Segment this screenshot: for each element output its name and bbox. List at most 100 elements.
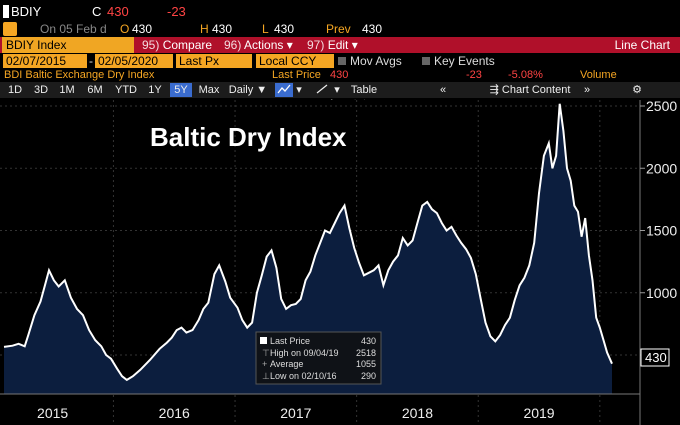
stats-low-marker: ⊥	[262, 371, 270, 381]
series-line	[3, 103, 613, 382]
stats-low-label: Low on 02/10/16	[270, 371, 337, 381]
actions-num: 96)	[224, 38, 242, 52]
period-select[interactable]: Daily ▼	[228, 84, 268, 96]
x-axis-ticks: 2015 2016 2017 2018 2019	[37, 405, 555, 421]
stats-high-label: High on 09/04/19	[270, 348, 339, 358]
edit-button[interactable]: 97) Edit ▾	[307, 37, 358, 53]
stats-high-marker: ⊤	[262, 348, 270, 358]
legend-change: -23	[466, 69, 482, 81]
security-name: BDI Baltic Exchange Dry Index	[4, 69, 155, 81]
edit-label: Edit	[327, 38, 349, 52]
x-tick-label: 2017	[280, 405, 311, 421]
mov-avgs-checkbox[interactable]	[338, 57, 346, 65]
expand-icon[interactable]: »	[583, 84, 591, 96]
start-date-input[interactable]: 02/07/2015	[3, 54, 87, 68]
range-1d-button[interactable]: 1D	[7, 84, 23, 96]
last-price-value: 430	[330, 69, 349, 81]
stats-last-value: 430	[361, 336, 376, 346]
range-dash: -	[89, 54, 93, 68]
range-5y-button[interactable]: 5Y	[170, 83, 192, 97]
quote-row: On 05 Feb d O 430 H 430 L 430 Prev 430	[0, 22, 680, 36]
last-value-box	[640, 348, 670, 367]
line-chart-icon[interactable]	[275, 83, 293, 97]
stats-high-value: 2518	[356, 348, 376, 358]
compare-label: Compare	[162, 38, 213, 52]
close-label: C	[92, 4, 102, 19]
change-value: -23	[167, 4, 186, 19]
volume-label: Volume	[580, 69, 617, 81]
chart-title: Baltic Dry Index	[150, 122, 347, 152]
mov-avgs-label: Mov Avgs	[350, 54, 402, 68]
stats-box: Last Price 430 ⊤ High on 09/04/19 2518 +…	[255, 331, 382, 385]
key-events-checkbox[interactable]	[422, 57, 430, 65]
security-field[interactable]: BDIY Index	[2, 37, 134, 53]
last-price-label: Last Price	[272, 69, 321, 81]
legend-pct: -5.08%	[508, 69, 543, 81]
low-value: 430	[274, 22, 295, 36]
field-select[interactable]: Last Px	[176, 54, 252, 68]
y-tick-label: 2500	[646, 100, 677, 114]
close-value: 430	[107, 4, 129, 19]
open-value: 430	[132, 22, 153, 36]
stats-low-value: 290	[361, 371, 376, 381]
range-6m-button[interactable]: 6M	[87, 84, 103, 96]
toolbar: 1D 3D 1M 6M YTD 1Y 5Y Max Daily ▼ ▾ ▾ Ta…	[0, 82, 680, 98]
range-row: 02/07/2015 - 02/05/2020 Last Px Local CC…	[0, 54, 680, 69]
ticker-bar: BDIY C 430 -23	[0, 0, 680, 22]
market-icon	[3, 22, 17, 36]
y-tick-label: 1000	[646, 285, 677, 301]
x-tick-label: 2016	[159, 405, 190, 421]
stats-box-bg	[255, 331, 382, 385]
table-button[interactable]: Table	[350, 84, 378, 96]
series-area-fill	[4, 103, 612, 395]
draw-tool-icon[interactable]	[314, 83, 330, 97]
compare-button[interactable]: 95) Compare	[142, 37, 212, 53]
y-tick-label: 2000	[646, 160, 677, 176]
stats-avg-marker: +	[262, 359, 267, 369]
open-label: O	[120, 22, 130, 36]
range-ytd-button[interactable]: YTD	[115, 84, 137, 96]
low-label: L	[262, 22, 269, 36]
y-tick-label: 1500	[646, 223, 677, 239]
draw-glyph	[316, 84, 328, 94]
chevron-down-icon: ▾	[351, 38, 358, 52]
last-value-label: 430	[645, 350, 667, 365]
ticker-symbol[interactable]: BDIY	[11, 4, 42, 19]
range-1y-button[interactable]: 1Y	[148, 84, 162, 96]
chevron-down-icon: ▾	[286, 38, 293, 52]
chart: 5001000150020002500 20152016201720182019…	[0, 100, 680, 425]
compare-num: 95)	[142, 38, 160, 52]
actions-button[interactable]: 96) Actions ▾	[224, 37, 293, 53]
range-3d-button[interactable]: 3D	[33, 84, 49, 96]
cursor-indicator	[3, 5, 9, 18]
key-events-label: Key Events	[434, 54, 495, 68]
x-tick-label: 2019	[523, 405, 554, 421]
edit-num: 97)	[307, 38, 325, 52]
chart-content-label: Chart Content	[501, 84, 571, 96]
menu-bar: BDIY Index 95) Compare 96) Actions ▾ 97)…	[0, 37, 680, 53]
stats-avg-value: 1055	[356, 359, 376, 369]
range-1m-button[interactable]: 1M	[59, 84, 75, 96]
end-date-input[interactable]: 02/05/2020	[95, 54, 173, 68]
date-text: On 05 Feb d	[40, 22, 107, 36]
collapse-icon[interactable]: «	[439, 84, 447, 96]
period-label: Daily	[228, 84, 254, 96]
stats-swatch	[260, 337, 267, 344]
gear-icon[interactable]: ⚙	[632, 84, 642, 96]
chevron-down-icon[interactable]: ▾	[334, 84, 340, 96]
chevron-down-icon[interactable]: ▾	[296, 84, 302, 96]
chart-type-label[interactable]: Line Chart	[614, 38, 670, 52]
x-tick-label: 2018	[402, 405, 433, 421]
x-tick-label: 2015	[37, 405, 68, 421]
line-chart-glyph	[277, 84, 291, 94]
actions-label: Actions	[244, 38, 284, 52]
high-label: H	[200, 22, 209, 36]
currency-select[interactable]: Local CCY	[256, 54, 334, 68]
legend-row: BDI Baltic Exchange Dry Index Last Price…	[0, 69, 680, 82]
range-max-button[interactable]: Max	[198, 84, 220, 96]
stats-avg-label: Average	[270, 359, 303, 369]
stats-last-label: Last Price	[270, 336, 310, 346]
prev-value: 430	[362, 22, 383, 36]
chart-content-button[interactable]: ⇶ Chart Content	[486, 83, 574, 97]
chart-content-icon: ⇶	[489, 84, 499, 96]
